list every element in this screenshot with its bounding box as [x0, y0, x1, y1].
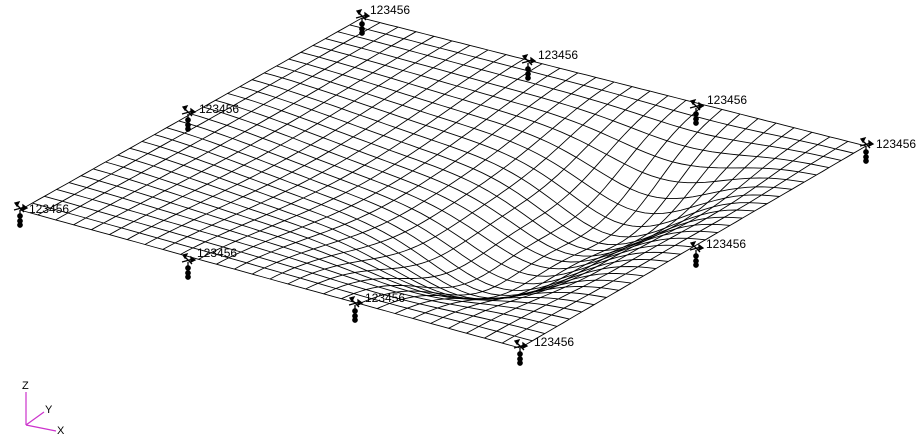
mesh-line-u [312, 44, 817, 176]
constraint-label: 123456 [370, 3, 410, 17]
mesh-line-u [361, 17, 867, 147]
coordinate-triad-icon: Z Y X [22, 380, 65, 437]
mesh-line-u [288, 58, 792, 200]
mesh-line-u [178, 120, 681, 277]
mesh-line-v [269, 81, 615, 280]
constraint-glyph-icon [859, 137, 875, 164]
mesh-line-u [300, 51, 805, 184]
mesh-line-v [180, 58, 525, 255]
mesh-line-v [394, 113, 741, 314]
mesh-line-v [323, 95, 669, 295]
constraint-label: 123456 [538, 48, 578, 62]
mesh-line-v [91, 35, 435, 231]
mesh-line-v [448, 127, 795, 329]
mesh-line-u [215, 99, 718, 257]
constraint-glyph-icon [689, 99, 705, 126]
constraint-glyph-icon [348, 296, 364, 323]
mesh-line-v [484, 136, 831, 339]
constraint-label: 123456 [199, 102, 239, 116]
constraints-layer: 123456 123456 123456 123456 123456 123456 1234… [13, 3, 916, 366]
mesh-line-u [239, 86, 743, 246]
constraint-label: 123456 [706, 237, 746, 251]
axis-x-label: X [57, 425, 65, 437]
constraint-label: 123456 [197, 246, 237, 260]
mesh-line-u [337, 31, 842, 161]
mesh-line-u [276, 65, 780, 215]
constraint-glyph-icon [355, 9, 371, 36]
mesh-line-v [430, 122, 777, 324]
mesh-line-u [251, 79, 755, 238]
mesh-line-v [305, 90, 651, 290]
mesh-line-v [412, 118, 759, 319]
mesh-line-u [56, 188, 558, 327]
mesh-line-v [501, 141, 849, 344]
constraint-glyph-icon [13, 201, 29, 228]
mesh-line-v [359, 104, 705, 305]
constraint-label: 123456 [534, 335, 574, 349]
mesh-line-v [466, 131, 813, 334]
axis-z-label: Z [22, 380, 29, 392]
constraint-label: 123456 [876, 137, 916, 151]
mesh-line-u [190, 113, 694, 270]
axis-y-label: Y [45, 404, 53, 416]
constraint-glyph-icon [181, 253, 197, 280]
mesh-line-v [376, 109, 723, 310]
constraint-glyph-icon [689, 241, 705, 268]
mesh-line-u [203, 106, 706, 263]
constraint-label: 123456 [707, 93, 747, 107]
constraint-glyph-icon [513, 339, 529, 366]
mesh-line-u [80, 175, 582, 313]
mesh-grid [19, 17, 867, 349]
constraint-label: 123456 [365, 291, 405, 305]
constraint-glyph-icon [521, 54, 537, 81]
mesh-line-u [264, 72, 768, 228]
mesh-line-u [32, 202, 533, 342]
constraint-glyph-icon [181, 105, 197, 132]
mesh-line-u [325, 38, 829, 169]
mesh-line-v [341, 99, 687, 300]
mesh-line-u [349, 24, 854, 154]
constraint-label: 123456 [29, 202, 69, 216]
mesh-line-v [287, 86, 633, 285]
